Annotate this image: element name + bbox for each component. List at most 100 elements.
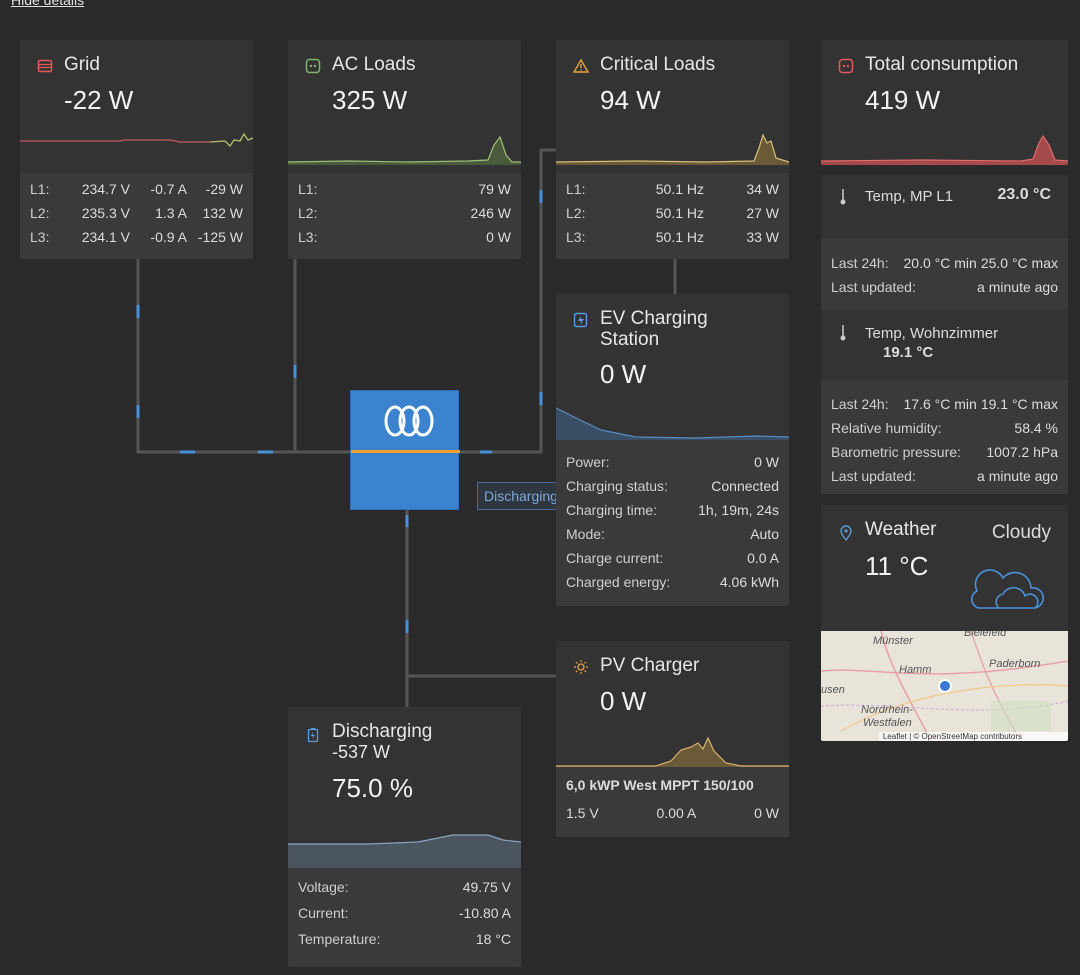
pv-device: 6,0 kWP West MPPT 150/100	[566, 777, 754, 793]
battery-soc: 75.0 %	[332, 773, 413, 803]
row-label: Temperature:	[298, 931, 381, 947]
detail-row: L3: 0 W	[298, 225, 511, 249]
card-title: AC Loads	[332, 54, 416, 75]
sparkline	[556, 736, 789, 767]
sensor-title: Temp, Wohnzimmer	[865, 325, 999, 342]
row-value: 33 W	[746, 229, 779, 245]
row-value: 1007.2 hPa	[986, 444, 1058, 460]
row-value: 27 W	[746, 205, 779, 221]
row-label: L2:	[566, 205, 586, 221]
ev-card[interactable]: EV Charging Station 0 W Power: 0 W Chargin…	[556, 294, 789, 606]
row-value: -125 W	[197, 229, 243, 245]
details: Last 24h: 17.6 °C min 19.1 °C max Relative …	[821, 380, 1068, 494]
detail-row: Voltage: 49.75 V	[298, 874, 511, 900]
card-value: 94 W	[600, 85, 661, 115]
details: L1: 234.7 V -0.7 A -29 W L2: 235.3 V 1.3 A 132 …	[20, 173, 253, 259]
row-value: 49.75 V	[462, 879, 511, 895]
pv-reading: 1.5 V	[566, 805, 599, 821]
map-roads	[821, 631, 1068, 741]
row-value: 4.06 kWh	[719, 574, 779, 590]
row-value: a minute ago	[977, 279, 1058, 295]
sparkline	[556, 133, 789, 165]
row-label: L3:	[566, 229, 586, 245]
row-value: 50.1 Hz	[655, 229, 704, 245]
row-label: Charged energy:	[566, 574, 671, 590]
row-value: 50.1 Hz	[655, 205, 704, 221]
row-value: 0 W	[754, 454, 779, 470]
row-value: 1h, 19m, 24s	[698, 502, 779, 518]
row-value: 235.3 V	[81, 205, 130, 221]
detail-row: Last 24h: 20.0 °C min 25.0 °C max	[831, 251, 1058, 275]
pv-reading: 0 W	[754, 805, 779, 821]
row-value: 34 W	[746, 181, 779, 197]
sparkline	[821, 134, 1068, 165]
row-label: Current:	[298, 905, 349, 921]
sensor-value: 23.0 °C	[997, 186, 1051, 203]
row-label: Last updated:	[831, 279, 916, 295]
details: Last 24h: 20.0 °C min 25.0 °C max Last upda…	[821, 238, 1068, 310]
grid-card[interactable]: Grid -22 W L1: 234.7 V -0.7 A -29 W L2: 235.3…	[20, 40, 253, 259]
row-label: Barometric pressure:	[831, 444, 961, 460]
map-label: Münster	[873, 635, 913, 647]
map-label: Westfalen	[863, 717, 912, 729]
row-label: Last 24h:	[831, 396, 889, 412]
thermometer-icon	[840, 189, 846, 205]
battery-state: Discharging	[332, 721, 433, 742]
row-label: L1:	[30, 181, 50, 197]
critical-loads-card[interactable]: Critical Loads 94 W L1: 50.1 Hz 34 W L2: 50.…	[556, 40, 789, 259]
detail-row: Last updated: a minute ago	[831, 464, 1058, 488]
row-value: 79 W	[478, 181, 511, 197]
detail-row: Charging status: Connected	[566, 474, 779, 498]
row-value: 25.0 °C max	[980, 255, 1058, 271]
card-value: 0 W	[600, 359, 647, 389]
details: Voltage: 49.75 V Current: -10.80 A Temperatu…	[288, 868, 521, 967]
hide-details-link[interactable]: Hide details	[11, 0, 85, 8]
sparkline	[556, 407, 789, 440]
weather-card[interactable]: Weather Cloudy 11 °C Bielefeld Münster H…	[821, 505, 1068, 741]
map[interactable]: Bielefeld Münster Hamm Paderborn usen No…	[821, 631, 1068, 741]
row-label: Power:	[566, 454, 610, 470]
detail-row: Mode: Auto	[566, 522, 779, 546]
row-value: 20.0 °C min	[903, 255, 977, 271]
sparkline	[288, 834, 521, 868]
row-label: Mode:	[566, 526, 605, 542]
card-title: Weather	[865, 519, 937, 540]
row-label: L2:	[30, 205, 50, 221]
card-value: 0 W	[600, 686, 647, 716]
row-value: 132 W	[202, 205, 243, 221]
row-label: Relative humidity:	[831, 420, 942, 436]
row-value: 0 W	[486, 229, 511, 245]
total-consumption-card[interactable]: Total consumption 419 W	[821, 40, 1068, 165]
row-value: 246 W	[470, 205, 511, 221]
row-value: a minute ago	[977, 468, 1058, 484]
detail-row: L3: 234.1 V -0.9 A -125 W	[30, 225, 243, 249]
card-title: Total consumption	[865, 54, 1019, 75]
detail-row: Last 24h: 17.6 °C min 19.1 °C max	[831, 392, 1058, 416]
details: 6,0 kWP West MPPT 150/100 1.5 V 0.00 A 0 W	[556, 767, 789, 837]
battery-card[interactable]: Discharging -537 W 75.0 % Voltage: 49.75 …	[288, 707, 521, 967]
pv-card[interactable]: PV Charger 0 W 6,0 kWP West MPPT 150/100…	[556, 641, 789, 837]
map-label: Paderborn	[989, 658, 1041, 670]
card-value: -22 W	[64, 85, 134, 115]
ac-loads-card[interactable]: AC Loads 325 W L1: 79 W L2: 246 W L3: 0 W	[288, 40, 521, 259]
battery-power: -537 W	[332, 742, 391, 762]
inverter[interactable]	[350, 390, 460, 510]
pin-icon	[840, 525, 852, 541]
temperature-card[interactable]: Temp, MP L1 23.0 °C Last 24h: 20.0 °C min…	[821, 175, 1068, 494]
map-label: Hamm	[899, 664, 932, 676]
total-icon	[838, 58, 854, 74]
row-label: Last 24h:	[831, 255, 889, 271]
grid-icon	[37, 59, 53, 73]
row-label: L2:	[298, 205, 318, 221]
inverter-logo	[351, 405, 460, 453]
detail-row: Temperature: 18 °C	[298, 926, 511, 952]
sparkline	[20, 132, 253, 148]
weather-condition: Cloudy	[991, 522, 1051, 543]
row-label: L3:	[30, 229, 50, 245]
detail-row: Current: -10.80 A	[298, 900, 511, 926]
row-value: -0.7 A	[150, 181, 187, 197]
critical-loads-icon	[573, 58, 589, 73]
row-value: 17.6 °C min	[903, 396, 977, 412]
